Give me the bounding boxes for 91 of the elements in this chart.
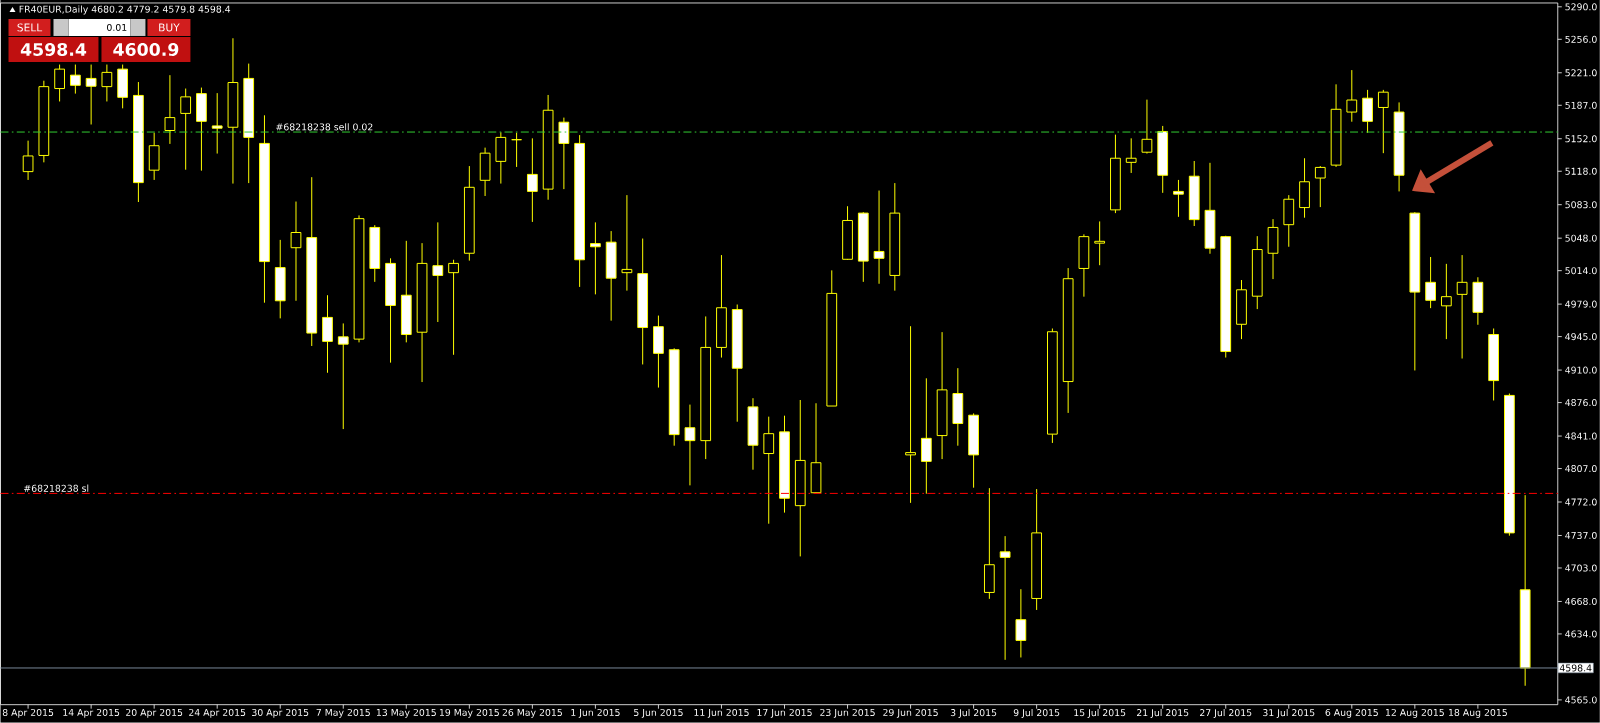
candlestick: [1362, 89, 1373, 134]
candlestick: [763, 416, 775, 525]
x-tick-label: 20 Apr 2015: [126, 709, 183, 718]
x-tick-label: 5 Jun 2015: [634, 709, 683, 718]
y-tick-label: 4737.0: [1565, 532, 1597, 540]
x-tick-label: 21 Jul 2015: [1137, 709, 1189, 719]
candlestick: [69, 64, 81, 95]
ref-line-label: 4598.4: [1559, 664, 1592, 672]
candlestick: [1440, 263, 1452, 340]
x-tick-label: 11 Jun 2015: [694, 709, 749, 718]
x-tick-label: 7 May 2015: [316, 709, 370, 718]
y-tick-label: 4703.0: [1565, 564, 1597, 572]
candlestick: [1314, 165, 1326, 208]
candlestick: [448, 259, 459, 356]
y-tick-label: 4910.0: [1565, 366, 1597, 374]
x-tick-label: 13 May 2015: [376, 709, 436, 718]
candlestick: [621, 194, 633, 292]
candlestick: [85, 64, 97, 126]
candlestick: [495, 131, 507, 185]
candlestick: [920, 377, 932, 495]
candlestick: [905, 325, 916, 504]
candlestick: [1425, 256, 1436, 309]
annotation: 4598.4: [20, 43, 87, 57]
x-tick-label: 3 Jul 2015: [950, 709, 997, 719]
x-tick-label: 6 Aug 2015: [1325, 709, 1378, 718]
candlestick: [999, 535, 1011, 661]
candlestick: [432, 222, 444, 323]
x-tick-label: 26 May 2015: [502, 709, 562, 718]
candlestick: [164, 74, 176, 145]
candlestick: [1173, 179, 1184, 218]
candlestick: [873, 190, 885, 285]
annotation: 4600.9: [113, 43, 179, 57]
x-tick-label: 17 Jun 2015: [757, 709, 812, 718]
candlestick: [1094, 221, 1106, 266]
y-tick-label: 5152.0: [1565, 135, 1597, 143]
x-tick-label: 24 Apr 2015: [189, 709, 246, 718]
y-tick-label: 4841.0: [1565, 432, 1597, 440]
candlestick: [590, 222, 601, 296]
annotation: SELL: [17, 23, 43, 32]
y-tick-label: 4772.0: [1565, 498, 1597, 506]
candlestick: [1377, 89, 1389, 154]
y-tick-label: 4634.0: [1565, 630, 1597, 638]
candlestick: [558, 117, 570, 190]
candlestick: [211, 92, 223, 155]
y-tick-label: 5221.0: [1565, 69, 1597, 77]
y-tick-label: 4979.0: [1565, 300, 1597, 308]
x-tick-label: 9 Jul 2015: [1013, 709, 1060, 719]
annotation: 0.01: [107, 24, 127, 32]
y-tick-label: 4807.0: [1565, 465, 1597, 473]
y-tick-label: 5187.0: [1565, 101, 1597, 109]
candlestick: [180, 88, 192, 171]
x-tick-label: 19 May 2015: [439, 709, 499, 718]
x-tick-label: 8 Apr 2015: [2, 709, 54, 718]
y-tick-label: 5290.0: [1565, 3, 1597, 11]
candlestick: [1456, 254, 1468, 360]
candlestick: [684, 404, 696, 487]
y-tick-label: 4668.0: [1565, 598, 1597, 606]
candlestick: [322, 294, 333, 374]
x-tick-label: 29 Jun 2015: [883, 709, 938, 718]
x-tick-label: 30 Apr 2015: [252, 709, 309, 718]
candlestick: [1015, 588, 1027, 659]
candlestick: [511, 132, 522, 168]
chart-title: FR40EUR,Daily 4680.2 4779.2 4579.8 4598.4: [19, 5, 231, 15]
candlestick: [101, 64, 113, 103]
y-tick-label: 5014.0: [1565, 267, 1597, 275]
y-tick-label: 5048.0: [1565, 234, 1597, 242]
x-tick-label: 18 Aug 2015: [1449, 709, 1507, 718]
candlestick: [290, 201, 302, 302]
candlestick: [1125, 138, 1137, 174]
ref-line-label: #68218238 sl: [24, 484, 89, 492]
x-tick-label: 12 Aug 2015: [1385, 709, 1444, 718]
annotation: BUY: [159, 23, 180, 32]
x-tick-label: 23 Jun 2015: [820, 709, 875, 718]
ref-line-label: #68218238 sell 0.02: [276, 123, 373, 131]
x-tick-label: 31 Jul 2015: [1263, 709, 1315, 719]
x-tick-label: 15 Jul 2015: [1074, 709, 1126, 719]
y-tick-label: 5256.0: [1565, 35, 1597, 43]
y-tick-label: 5118.0: [1565, 167, 1597, 175]
x-tick-label: 27 Jul 2015: [1200, 709, 1252, 719]
y-tick-label: 5083.0: [1565, 201, 1597, 209]
y-tick-label: 4876.0: [1565, 399, 1597, 407]
candlestick: [54, 64, 65, 103]
candlestick: [22, 140, 34, 181]
candlestick: [1346, 69, 1358, 123]
candlestick: [337, 323, 349, 430]
x-tick-label: 1 Jun 2015: [571, 709, 620, 718]
candlestick: [1141, 99, 1153, 155]
y-tick-label: 4565.0: [1565, 696, 1597, 704]
y-tick-label: 4945.0: [1565, 333, 1597, 341]
x-tick-label: 14 Apr 2015: [63, 709, 120, 718]
candlestick: [526, 138, 538, 223]
